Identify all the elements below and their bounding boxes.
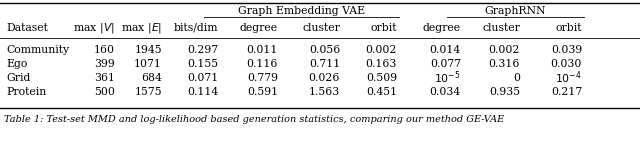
Text: 0.155: 0.155 [187,59,218,69]
Text: 0.116: 0.116 [246,59,278,69]
Text: 0.002: 0.002 [365,45,397,55]
Text: 684: 684 [141,73,162,83]
Text: 0.002: 0.002 [488,45,520,55]
Text: 0.591: 0.591 [247,87,278,97]
Text: Dataset: Dataset [6,23,48,33]
Text: cluster: cluster [302,23,340,33]
Text: degree: degree [240,23,278,33]
Text: 0.509: 0.509 [366,73,397,83]
Text: 500: 500 [94,87,115,97]
Text: 0.011: 0.011 [246,45,278,55]
Text: 0.779: 0.779 [247,73,278,83]
Text: max $|V|$: max $|V|$ [73,21,115,35]
Text: Protein: Protein [6,87,46,97]
Text: 0.935: 0.935 [489,87,520,97]
Text: 0.316: 0.316 [488,59,520,69]
Text: 1945: 1945 [134,45,162,55]
Text: 1.563: 1.563 [308,87,340,97]
Text: 1071: 1071 [134,59,162,69]
Text: 0.297: 0.297 [187,45,218,55]
Text: 0.014: 0.014 [429,45,461,55]
Text: 399: 399 [94,59,115,69]
Text: 0.056: 0.056 [308,45,340,55]
Text: $10^{-4}$: $10^{-4}$ [556,70,582,86]
Text: 0.034: 0.034 [429,87,461,97]
Text: Graph Embedding VAE: Graph Embedding VAE [238,6,365,16]
Text: Table 1: Test-set MMD and log-likelihood based generation statistics, comparing : Table 1: Test-set MMD and log-likelihood… [4,116,504,125]
Text: 0.026: 0.026 [308,73,340,83]
Text: orbit: orbit [556,23,582,33]
Text: 0.451: 0.451 [366,87,397,97]
Text: 0: 0 [513,73,520,83]
Text: degree: degree [423,23,461,33]
Text: Ego: Ego [6,59,28,69]
Text: Grid: Grid [6,73,30,83]
Text: bits/dim: bits/dim [173,23,218,33]
Text: 0.077: 0.077 [430,59,461,69]
Text: cluster: cluster [482,23,520,33]
Text: max $|E|$: max $|E|$ [121,21,162,35]
Text: 361: 361 [94,73,115,83]
Text: GraphRNN: GraphRNN [484,6,547,16]
Text: $10^{-5}$: $10^{-5}$ [435,70,461,86]
Text: 0.039: 0.039 [551,45,582,55]
Text: 0.071: 0.071 [187,73,218,83]
Text: 0.711: 0.711 [308,59,340,69]
Text: 1575: 1575 [134,87,162,97]
Text: 160: 160 [94,45,115,55]
Text: 0.114: 0.114 [187,87,218,97]
Text: 0.217: 0.217 [551,87,582,97]
Text: 0.163: 0.163 [365,59,397,69]
Text: 0.030: 0.030 [550,59,582,69]
Text: Community: Community [6,45,69,55]
Text: orbit: orbit [371,23,397,33]
